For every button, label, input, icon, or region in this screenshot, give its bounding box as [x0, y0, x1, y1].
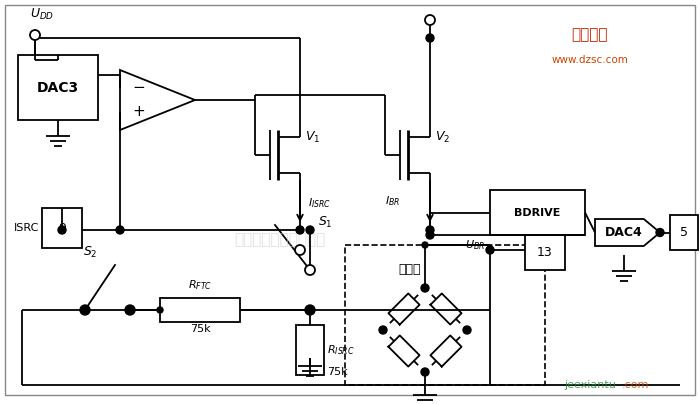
Text: www.dzsc.com: www.dzsc.com — [552, 55, 629, 65]
Circle shape — [656, 229, 664, 236]
Polygon shape — [120, 70, 195, 130]
Circle shape — [80, 305, 90, 315]
Circle shape — [421, 368, 429, 376]
Circle shape — [306, 226, 314, 234]
Circle shape — [463, 326, 471, 334]
Circle shape — [425, 15, 435, 25]
Text: $I_{BR}$: $I_{BR}$ — [385, 194, 400, 208]
Bar — [42, 208, 82, 248]
Circle shape — [125, 305, 135, 315]
Circle shape — [379, 326, 387, 334]
Text: 9: 9 — [58, 221, 66, 234]
Text: 75k: 75k — [190, 324, 210, 334]
Bar — [296, 325, 324, 375]
Circle shape — [426, 34, 434, 42]
Circle shape — [296, 226, 304, 234]
Text: .com: .com — [622, 380, 649, 390]
Text: $I_{ISRC}$: $I_{ISRC}$ — [308, 196, 331, 210]
Bar — [490, 190, 585, 235]
Text: 75k: 75k — [327, 367, 348, 377]
Circle shape — [305, 265, 315, 275]
Text: DAC3: DAC3 — [37, 80, 79, 95]
Bar — [525, 235, 565, 270]
Circle shape — [421, 284, 429, 292]
Text: 5: 5 — [680, 226, 688, 239]
Text: 13: 13 — [537, 246, 553, 259]
Text: −: − — [132, 80, 145, 95]
Bar — [345, 245, 545, 385]
Circle shape — [306, 306, 314, 314]
Text: $U_{BR}$: $U_{BR}$ — [465, 238, 485, 252]
Circle shape — [30, 30, 40, 40]
Polygon shape — [595, 219, 660, 246]
Text: 传感器: 传感器 — [399, 263, 421, 276]
Circle shape — [127, 307, 133, 313]
Text: 杭州将睿科技有限公司: 杭州将睿科技有限公司 — [234, 232, 326, 248]
Text: $S_1$: $S_1$ — [318, 215, 332, 230]
Circle shape — [486, 246, 494, 254]
Text: $V_1$: $V_1$ — [305, 130, 321, 145]
Circle shape — [305, 305, 315, 315]
Text: $V_2$: $V_2$ — [435, 130, 450, 145]
Circle shape — [295, 245, 305, 255]
Text: $R_{FTC}$: $R_{FTC}$ — [188, 278, 212, 292]
Circle shape — [116, 226, 124, 234]
Circle shape — [157, 307, 163, 313]
Circle shape — [426, 231, 434, 239]
Circle shape — [422, 242, 428, 248]
Bar — [670, 215, 698, 250]
Text: $S_2$: $S_2$ — [83, 245, 97, 260]
Circle shape — [426, 226, 434, 234]
Text: +: + — [132, 105, 145, 120]
Text: ISRC: ISRC — [13, 223, 39, 233]
Text: BDRIVE: BDRIVE — [514, 208, 561, 217]
Circle shape — [58, 226, 66, 234]
Bar — [18, 55, 98, 120]
Text: DAC4: DAC4 — [606, 226, 643, 239]
Bar — [160, 298, 240, 322]
Text: $U_{DD}$: $U_{DD}$ — [30, 7, 54, 22]
Text: 维库一下: 维库一下 — [572, 27, 608, 42]
Text: jeexiantu: jeexiantu — [564, 380, 616, 390]
Text: $R_{ISRC}$: $R_{ISRC}$ — [327, 343, 355, 357]
